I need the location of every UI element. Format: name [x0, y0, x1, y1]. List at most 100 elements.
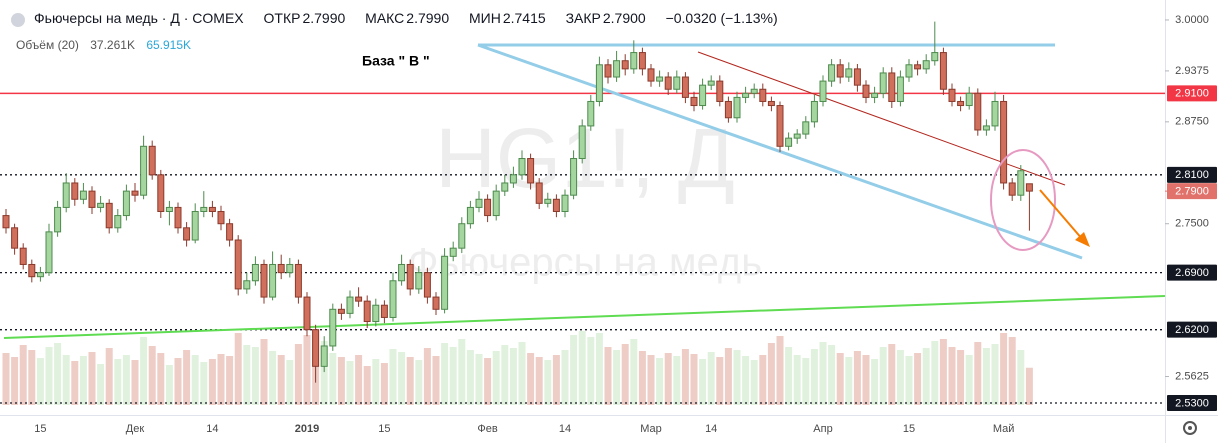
candle-body — [140, 145, 148, 196]
x-tick-label: Апр — [813, 423, 832, 435]
volume-bar — [88, 352, 96, 405]
volume-ma-value: 65.915K — [146, 38, 192, 52]
candle-body — [578, 125, 586, 160]
candle-body — [982, 125, 990, 131]
candle-body — [200, 206, 208, 212]
volume-bar — [957, 350, 965, 405]
x-tick-label: Май — [993, 423, 1015, 435]
settings-gear-center[interactable] — [1188, 426, 1192, 430]
candle-layer — [2, 21, 1033, 383]
y-tick-label: 2.5625 — [1175, 370, 1209, 382]
candle-body — [501, 182, 509, 192]
volume-bar — [905, 356, 913, 405]
candle-body — [673, 76, 681, 90]
volume-bar — [165, 365, 173, 405]
candle-body — [724, 100, 732, 119]
price-badge — [1167, 264, 1217, 281]
volume-bar — [871, 359, 879, 405]
volume-bar — [544, 360, 552, 405]
candle-body — [1008, 182, 1016, 196]
candle-body — [888, 72, 896, 102]
candle-body — [277, 263, 285, 274]
ohlc: ОТКР 2.7990 МАКС 2.7990 МИН 2.7415 ЗАКР 2.79… — [264, 10, 780, 26]
y-tick-label: 2.7500 — [1175, 218, 1209, 230]
volume-bar — [974, 342, 982, 405]
volume-bar — [79, 356, 87, 405]
settings-gear[interactable] — [1183, 421, 1197, 435]
candle-body — [862, 84, 870, 98]
candle-body — [114, 215, 122, 229]
volume-bar — [836, 353, 844, 405]
volume-bar — [449, 347, 457, 405]
candle-body — [793, 133, 801, 139]
candle-body — [733, 96, 741, 119]
candle-body — [234, 239, 242, 290]
volume-bar — [174, 358, 182, 405]
candle-body — [828, 64, 836, 82]
candle-body — [466, 206, 474, 225]
x-tick-label: 15 — [34, 423, 46, 435]
volume-bar — [432, 356, 440, 405]
volume-bar — [501, 345, 509, 405]
volume-bar — [819, 342, 827, 405]
volume-bar — [518, 342, 526, 405]
volume-bar — [939, 339, 947, 405]
candle-body — [845, 68, 853, 78]
y-tick-label: 3.0000 — [1175, 14, 1209, 26]
candle-body — [1000, 100, 1008, 184]
candle-body — [415, 272, 423, 290]
volume-bar — [114, 359, 122, 405]
candle-body — [320, 345, 328, 367]
price-badge-label: 2.6200 — [1175, 324, 1209, 336]
settings-icon[interactable] — [1183, 421, 1197, 435]
candle-body — [226, 223, 234, 241]
candle-body — [965, 92, 973, 107]
volume-bar — [991, 344, 999, 405]
candle-body — [11, 227, 19, 249]
volume-bar — [690, 354, 698, 405]
volume-bar — [776, 336, 784, 405]
candle-body — [853, 68, 861, 86]
price-badge-label: 2.8100 — [1175, 169, 1209, 181]
price-badge — [1167, 183, 1217, 200]
ohlc-value: 2.7415 — [502, 10, 546, 26]
candle-body — [423, 272, 431, 298]
x-tick-label: 2019 — [295, 423, 319, 435]
volume-bar — [466, 350, 474, 405]
volume-bar — [587, 337, 595, 405]
candle-body — [914, 64, 922, 70]
candle-body — [122, 190, 130, 217]
volume-bar — [329, 353, 337, 405]
candle-body — [810, 100, 818, 123]
volume-bar — [131, 360, 139, 405]
candle-body — [604, 64, 612, 78]
header: Фьючерсы на медь · Д · COMEX ОТКР 2.7990 … — [34, 10, 782, 26]
ohlc-name: ЗАКР — [565, 10, 601, 26]
volume-bar — [965, 355, 973, 405]
candle-body — [251, 263, 259, 282]
candle-body — [664, 76, 672, 90]
ohlc-name: МИН — [469, 10, 501, 26]
candle-body — [157, 174, 165, 212]
volume-bar — [208, 359, 216, 405]
candle-body — [71, 182, 79, 200]
volume-bar — [630, 339, 638, 405]
volume-bar — [810, 349, 818, 405]
volume-title: Объём (20) — [16, 38, 79, 52]
x-tick-label: Фев — [477, 423, 497, 435]
price-badge — [1167, 85, 1217, 102]
volume-bar — [389, 349, 397, 405]
volume-bar — [742, 356, 750, 405]
candle-body — [690, 96, 698, 107]
volume-value: 37.261K — [90, 38, 135, 52]
candle-body — [922, 60, 930, 70]
price-badge — [1167, 395, 1217, 412]
watermark-name: Фьючерсы на медь — [408, 241, 762, 285]
volume-bar — [19, 345, 27, 405]
ohlc-value: 2.7900 — [602, 10, 646, 26]
volume-bar — [613, 350, 621, 405]
volume-bar — [269, 351, 277, 405]
volume-legend: Объём (20) 37.261K 65.915K — [16, 38, 199, 52]
volume-bar — [28, 350, 36, 405]
